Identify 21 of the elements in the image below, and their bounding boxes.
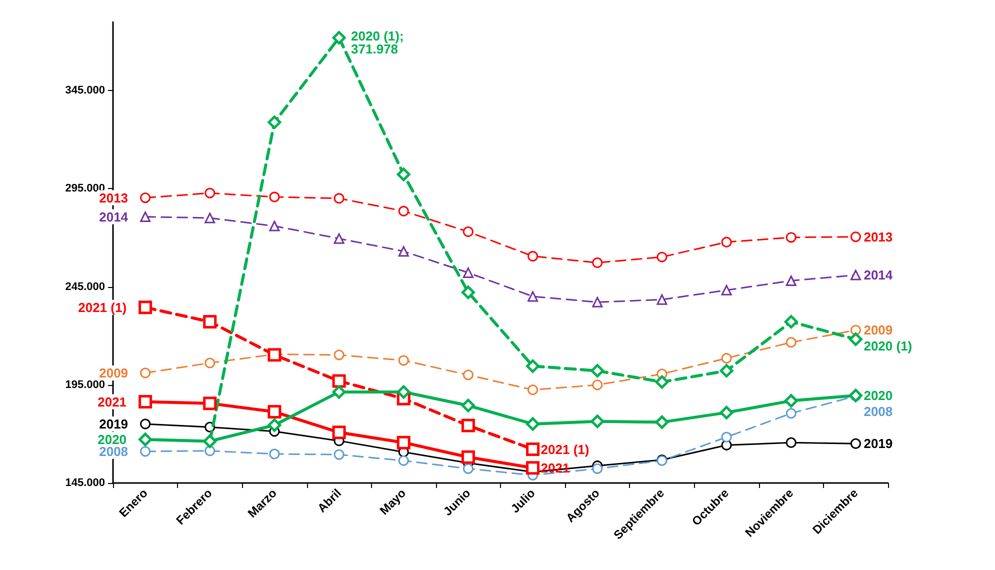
y-tick-label: 195.000 [65, 378, 105, 391]
series-label: 2019 [864, 436, 893, 452]
annotation: 2020 (1); 371.978 [351, 28, 404, 57]
text: 2008 [99, 444, 128, 459]
text: 2019 [99, 416, 128, 432]
text: 2021 [98, 394, 127, 410]
text: 2020 [98, 432, 127, 447]
series-label: 2009 [864, 322, 893, 338]
series-label: 2008 [864, 404, 893, 420]
series-label: 2020 (1) [864, 338, 912, 354]
text: 2013 [99, 190, 128, 206]
y-tick-label: 145.000 [65, 477, 105, 489]
series-label: 2021 (1) [540, 442, 590, 457]
text: 2014 [99, 209, 128, 224]
text: 2021 (1) [78, 300, 127, 315]
series-label: 2013 [864, 229, 893, 244]
series-label: 2020 [864, 388, 893, 404]
series-label: 2014 [864, 268, 894, 283]
y-tick-label: 245.000 [65, 280, 105, 293]
text: 2009 [99, 365, 128, 380]
y-tick-label: 345.000 [65, 84, 105, 97]
